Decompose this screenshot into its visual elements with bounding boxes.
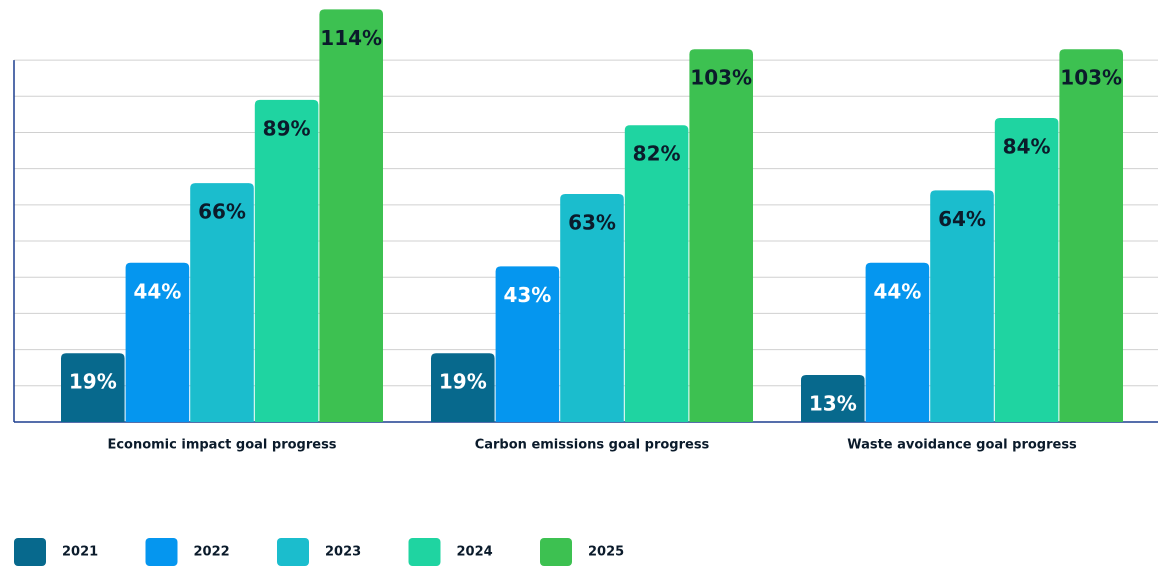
bar [190, 183, 254, 422]
legend-label: 2025 [588, 545, 624, 560]
bar [431, 353, 495, 422]
legend-label: 2023 [325, 545, 361, 560]
bar-value-label: 19% [69, 370, 117, 394]
legend-swatch [277, 538, 309, 566]
bar [1059, 49, 1123, 423]
bar-value-label: 103% [1060, 66, 1122, 90]
bar [994, 117, 1059, 423]
bar-value-label: 13% [809, 391, 857, 415]
legend-label: 2021 [62, 545, 98, 560]
bar-value-label: 44% [133, 279, 181, 303]
bar-value-label: 64% [938, 207, 986, 231]
bar-value-label: 63% [568, 210, 616, 234]
bar-value-label: 43% [503, 283, 551, 307]
legend-swatch [14, 538, 46, 566]
legend-swatch [540, 538, 572, 566]
bar-value-label: 84% [1003, 134, 1051, 158]
x-tick-label: Economic impact goal progress [107, 438, 336, 453]
x-tick-label: Waste avoidance goal progress [847, 438, 1077, 453]
legend-swatch [408, 538, 441, 566]
legend-label: 2024 [457, 545, 493, 560]
legend-swatch [145, 538, 178, 566]
bar [560, 193, 624, 422]
bar [495, 266, 560, 422]
bar [801, 374, 865, 422]
bar-value-label: 103% [690, 66, 752, 90]
bar [125, 262, 190, 422]
bar [624, 125, 689, 422]
bar [61, 353, 125, 422]
bar [930, 190, 994, 422]
bar-value-label: 89% [263, 116, 311, 140]
bar-value-label: 82% [633, 142, 681, 166]
bar [865, 262, 930, 422]
bar-value-label: 19% [439, 370, 487, 394]
bar [689, 49, 753, 423]
x-tick-label: Carbon emissions goal progress [475, 438, 710, 453]
legend-label: 2022 [194, 545, 230, 560]
bar-value-label: 44% [873, 279, 921, 303]
bar-value-label: 114% [320, 26, 382, 50]
bar [319, 9, 383, 423]
bar-value-label: 66% [198, 200, 246, 224]
bar [254, 99, 319, 422]
